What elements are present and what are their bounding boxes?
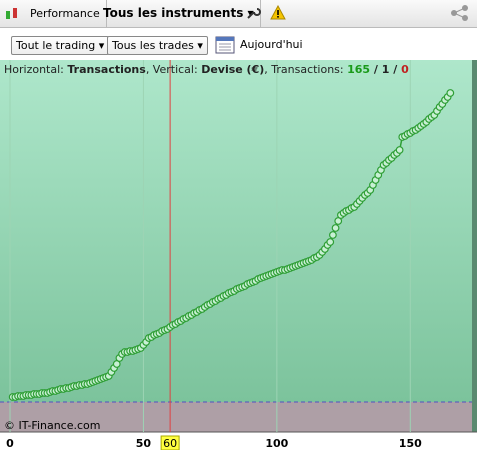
cursor-badge xyxy=(160,435,180,450)
filter-bar: Tout le trading ▾ Tous les trades ▾ Aujo… xyxy=(0,28,477,60)
info-text: Horizontal: xyxy=(4,63,68,76)
info-text: , Vertical: xyxy=(145,63,202,76)
info-text: / xyxy=(370,63,382,76)
data-point xyxy=(328,231,337,239)
app-icon xyxy=(6,8,17,19)
data-point xyxy=(331,224,340,232)
info-text: 165 xyxy=(347,63,371,76)
calendar-icon[interactable] xyxy=(215,34,235,54)
data-point xyxy=(446,89,455,97)
share-icon[interactable] xyxy=(450,4,470,22)
toolbar: Performance Tous les instruments ▾ xyxy=(0,0,477,28)
info-text: 1 xyxy=(381,63,390,76)
data-point xyxy=(326,238,335,246)
dropdown-label: Tout le trading xyxy=(16,39,96,52)
x-tick-label: 100 xyxy=(265,437,288,450)
settings-icon[interactable] xyxy=(245,5,261,21)
cursor-label: 60 xyxy=(163,437,177,450)
x-tick-label: 150 xyxy=(399,437,422,450)
info-text: , Transactions: xyxy=(264,63,348,76)
warning-icon[interactable] xyxy=(270,5,286,21)
dropdown[interactable]: Tous les trades ▾ xyxy=(107,36,208,55)
info-text: Devise (€) xyxy=(201,63,265,76)
info-text: / xyxy=(389,63,402,76)
negative-area xyxy=(0,402,477,432)
watermark: © IT-Finance.com xyxy=(4,419,101,432)
tab[interactable]: Performance xyxy=(24,0,107,27)
chart: 0 50 100 150 60 © IT-Finance.com xyxy=(0,60,477,450)
dropdown[interactable]: Tout le trading ▾ xyxy=(11,36,110,55)
x-tick-label: 0 xyxy=(6,437,14,450)
right-edge xyxy=(472,60,477,432)
data-point xyxy=(395,146,404,154)
dropdown-label: Tous les trades xyxy=(112,39,194,52)
info-text: Transactions xyxy=(67,63,146,76)
x-tick-label: 50 xyxy=(136,437,152,450)
tab-label: Tous les instruments xyxy=(103,6,244,20)
info-text: 0 xyxy=(401,63,409,76)
tab[interactable]: Tous les instruments ▾ xyxy=(97,0,261,27)
plot-area xyxy=(0,60,477,402)
chart-info: Horizontal: Transactions, Vertical: Devi… xyxy=(4,63,409,76)
date-label[interactable]: Aujourd'hui xyxy=(240,38,303,51)
